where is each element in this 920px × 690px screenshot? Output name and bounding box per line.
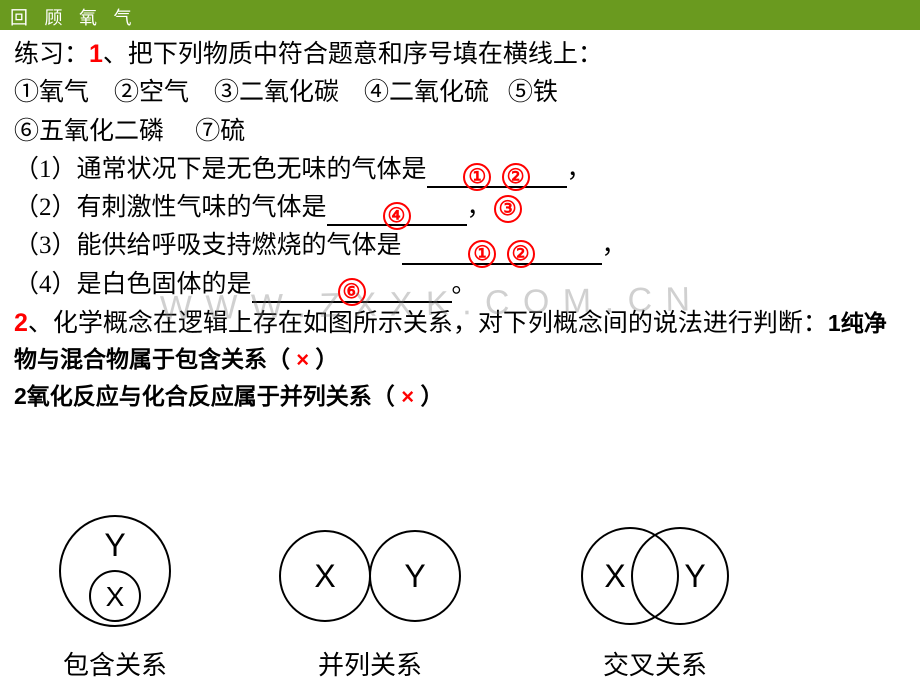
item-1: （1）通常状况下是无色无味的气体是① ②，: [14, 152, 906, 188]
choice-2: ②空气: [114, 79, 189, 106]
left-label: X: [314, 558, 335, 594]
left-label: X: [604, 558, 625, 594]
choice-6: ⑥五氧化二磷: [14, 118, 164, 145]
parallel-svg: X Y: [270, 511, 470, 641]
choice-7: ⑦硫: [195, 118, 245, 145]
answer-icon: ⑥: [338, 278, 366, 306]
choice-list: ①氧气 ②空气 ③二氧化碳 ④二氧化硫 ⑤铁: [14, 75, 906, 111]
outer-label: Y: [104, 527, 125, 563]
answer-icon: ①: [468, 240, 496, 268]
slide-content: 练习：1、把下列物质中符合题意和序号填在横线上： ①氧气 ②空气 ③二氧化碳 ④…: [0, 30, 920, 414]
inclusion-svg: Y X: [50, 511, 180, 641]
answer-icon: ④: [383, 202, 411, 230]
answer-icon: ②: [502, 163, 530, 191]
slide-header: 回 顾 氧 气: [0, 0, 920, 30]
inner-label: X: [106, 581, 125, 612]
item-3: （3）能供给呼吸支持燃烧的气体是① ②，: [14, 228, 906, 264]
answer-icon: ①: [463, 163, 491, 191]
diagram-parallel: X Y 并列关系: [270, 511, 470, 682]
choice-4: ④二氧化硫: [364, 79, 489, 106]
x-icon: ×: [296, 347, 309, 372]
diagram-inclusion: Y X 包含关系: [50, 511, 180, 682]
diagram-intersect: X Y 交叉关系: [560, 511, 750, 682]
blank-3: ① ②: [402, 235, 602, 265]
q2-number: 2: [14, 309, 28, 337]
x-icon: ×: [401, 384, 414, 409]
answer-icon: ③: [494, 195, 522, 223]
choice-1: ①氧气: [14, 79, 89, 106]
diagram-row: Y X 包含关系 X Y 并列关系 X Y 交叉关系: [0, 511, 920, 682]
blank-4: ⑥: [252, 273, 452, 303]
exercise-intro: 练习：1、把下列物质中符合题意和序号填在横线上：: [14, 36, 906, 73]
diagram-label: 包含关系: [63, 645, 167, 682]
q1-number: 1: [89, 40, 103, 68]
blank-2: ④: [327, 196, 467, 226]
item-4: （4）是白色固体的是⑥。: [14, 267, 906, 303]
item-2: （2）有刺激性气味的气体是④，③: [14, 190, 906, 226]
blank-1: ① ②: [427, 158, 567, 188]
question-2: 2、化学概念在逻辑上存在如图所示关系，对下列概念间的说法进行判断：1纯净物与混合…: [14, 305, 906, 379]
right-label: Y: [684, 558, 705, 594]
choice-list-2: ⑥五氧化二磷 ⑦硫: [14, 114, 906, 150]
choice-3: ③二氧化碳: [214, 79, 339, 106]
choice-5: ⑤铁: [508, 79, 558, 106]
question-2b: 2氧化反应与化合反应属于并列关系（ × ）: [14, 380, 906, 413]
right-label: Y: [404, 558, 425, 594]
intersect-svg: X Y: [560, 511, 750, 641]
answer-icon: ②: [507, 240, 535, 268]
diagram-label: 并列关系: [318, 645, 422, 682]
header-title: 回 顾 氧 气: [10, 8, 138, 28]
diagram-label: 交叉关系: [603, 645, 707, 682]
